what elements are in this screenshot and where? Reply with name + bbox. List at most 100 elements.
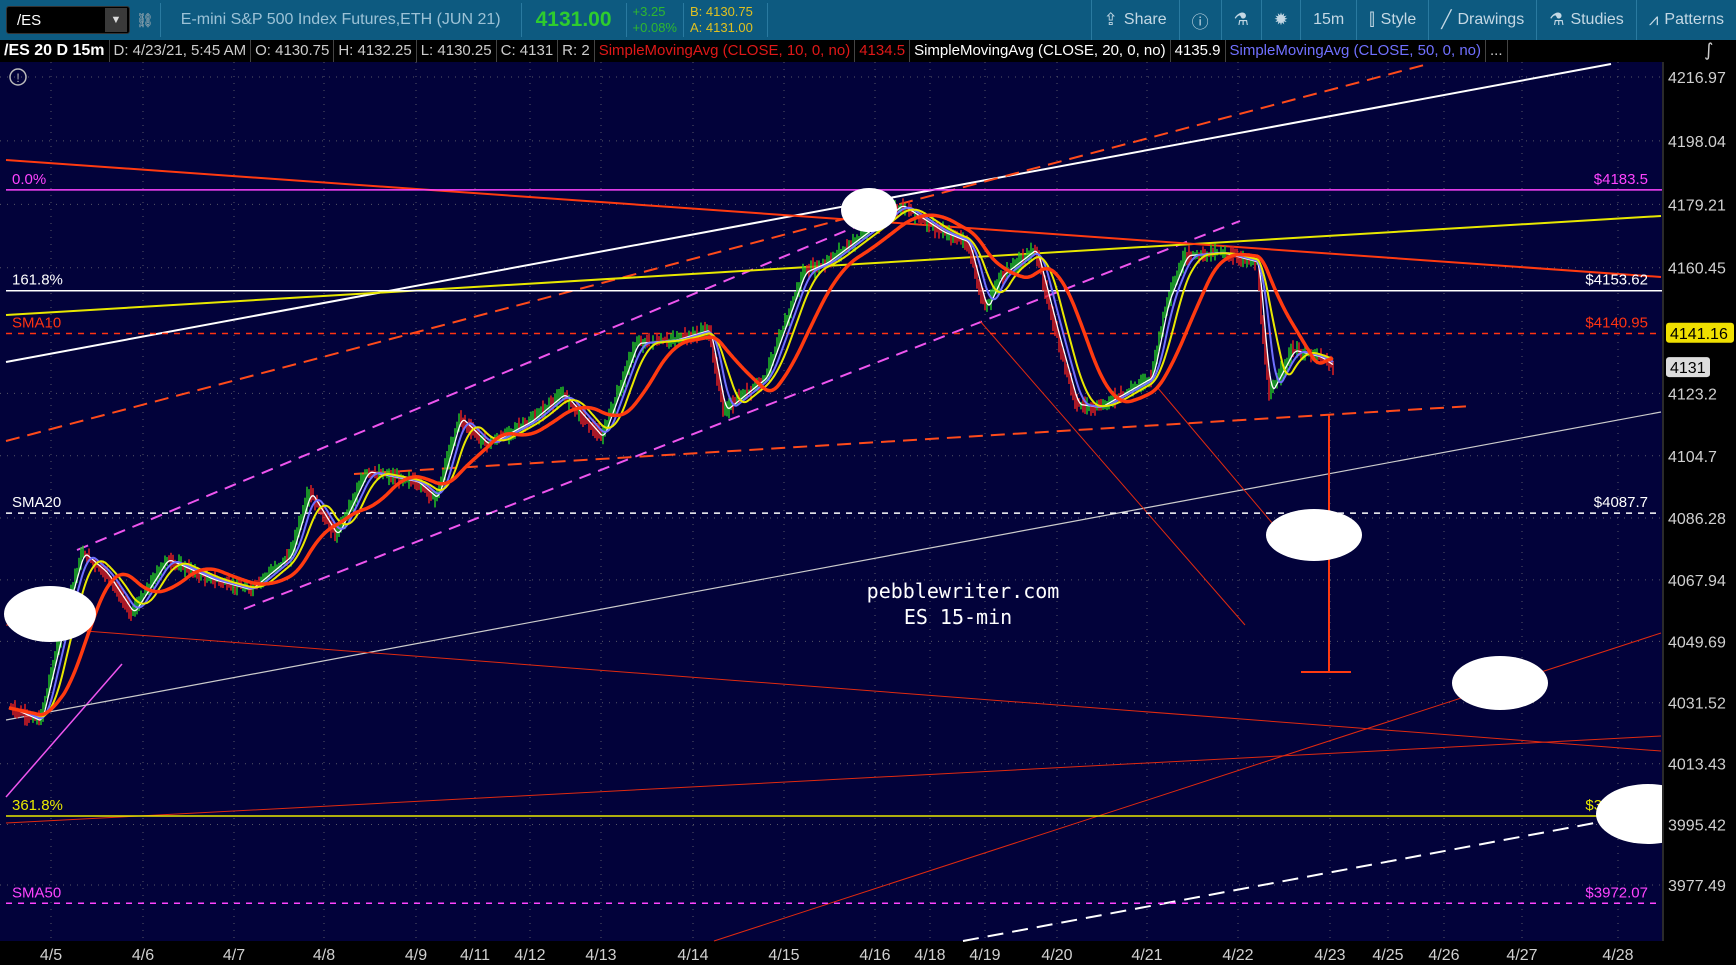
legend-date: D: 4/23/21, 5:45 AM <box>110 40 252 62</box>
sma-line-red <box>8 213 1334 717</box>
sma-value-badge <box>1666 322 1734 343</box>
level-left-label: 361.8% <box>12 797 63 814</box>
y-tick-label: 4104.7 <box>1668 449 1717 466</box>
legend-close: C: 4131 <box>497 40 559 62</box>
bid-ask-block: B: 4130.75 A: 4131.00 <box>690 4 753 36</box>
channel-upper[interactable] <box>76 204 909 551</box>
trendline-red-thin-5[interactable] <box>1156 386 1285 538</box>
x-tick-label: 4/22 <box>1222 947 1253 964</box>
legend-range: R: 2 <box>558 40 595 62</box>
ellipse-marker[interactable] <box>1452 656 1548 710</box>
y-tick-label: 4086.28 <box>1668 511 1726 528</box>
trendline-white[interactable] <box>5 63 1612 363</box>
settings-button[interactable]: ✹ <box>1260 0 1300 40</box>
last-price: 4131.00 <box>535 8 612 31</box>
net-change: +3.25 <box>632 4 666 19</box>
info-button[interactable]: ⓘ <box>1178 0 1221 40</box>
price-levels: 0.0% $4183.5 161.8% $4153.62 SMA10 $4140.95 SM… <box>6 171 1662 905</box>
legend-sma10[interactable]: SimpleMovingAvg (CLOSE, 10, 0, no) <box>595 40 856 62</box>
x-tick-label: 4/8 <box>313 947 335 964</box>
instrument-title: E-mini S&P 500 Index Futures,ETH (JUN 21… <box>180 11 501 28</box>
price-chart[interactable]: 0.0% $4183.5 161.8% $4153.62 SMA10 $4140.95 SM… <box>0 62 1736 965</box>
sma-line-yellow <box>8 208 1334 718</box>
patterns-button[interactable]: ⩘ Patterns <box>1635 0 1736 40</box>
flask-button[interactable]: ⚗ <box>1220 0 1261 40</box>
x-tick-label: 4/9 <box>405 947 427 964</box>
legend-sma10-value: 4134.5 <box>855 40 911 62</box>
level-left-label: SMA10 <box>12 314 61 331</box>
divider <box>682 3 684 37</box>
legend-sma20-value: 4135.9 <box>1171 40 1226 62</box>
plot-background <box>0 62 1662 941</box>
moving-averages <box>8 205 1334 721</box>
x-tick-label: 4/7 <box>223 947 245 964</box>
divider <box>159 3 161 37</box>
legend-more[interactable]: ... <box>1486 40 1508 62</box>
studies-button[interactable]: ⚗ Studies <box>1536 0 1636 40</box>
legend-sma50[interactable]: SimpleMovingAvg (CLOSE, 50, 0, no) <box>1226 40 1487 62</box>
flask-icon: ⚗ <box>1233 10 1249 30</box>
current-price-badge-text: 4131 <box>1670 360 1706 377</box>
trendline-red-descending[interactable] <box>5 159 1662 278</box>
ellipse-marker[interactable] <box>841 188 897 232</box>
level-left-label: SMA20 <box>12 494 61 511</box>
trendline-magenta[interactable] <box>5 663 123 798</box>
trendline-white-dashed[interactable] <box>962 818 1617 942</box>
level-right-label: $4153.62 <box>1585 272 1648 289</box>
divider <box>766 3 768 37</box>
trendline-red-thin-1[interactable] <box>5 624 1662 752</box>
y-tick-label: 4160.45 <box>1668 261 1726 278</box>
legend-symbol: /ES 20 D 15m <box>0 40 110 62</box>
trendline-orange-dashed[interactable] <box>5 63 1429 442</box>
patterns-icon: ⩘ <box>1648 10 1659 30</box>
legend-open: O: 4130.75 <box>251 40 335 62</box>
toolbar: /ES ▼ ⛓ E-mini S&P 500 Index Futures,ETH… <box>0 0 1736 40</box>
share-icon: ⇪ <box>1103 10 1118 30</box>
symbol-text: /ES <box>17 11 42 29</box>
chart-settings-icon[interactable]: ∫ <box>1704 40 1714 61</box>
drawings <box>5 63 1662 942</box>
divider <box>520 3 522 37</box>
alert-icon[interactable] <box>9 68 27 86</box>
y-tick-label: 4123.2 <box>1668 386 1717 403</box>
x-tick-label: 4/16 <box>859 947 890 964</box>
trendline-red-thin-4[interactable] <box>979 320 1246 626</box>
price-axis[interactable]: 4216.97 4198.04 4179.21 4160.45 4123.2 4104.7… <box>1666 70 1734 895</box>
gear-icon: ✹ <box>1273 10 1289 30</box>
x-tick-label: 4/12 <box>514 947 545 964</box>
candlestick-icon: ⫿ <box>1369 10 1375 30</box>
drawings-button[interactable]: ╱ Drawings <box>1428 0 1536 40</box>
share-button[interactable]: ⇪ Share <box>1090 0 1179 40</box>
x-tick-label: 4/26 <box>1428 947 1459 964</box>
info-icon: ⓘ <box>1191 12 1209 33</box>
alert-icon-mark: ! <box>16 71 19 85</box>
level-left-label: SMA50 <box>12 884 61 901</box>
drawings-label: Drawings <box>1457 11 1525 28</box>
x-tick-label: 4/25 <box>1372 947 1403 964</box>
watermark-line2: ES 15-min <box>904 605 1012 629</box>
chevron-down-icon[interactable]: ▼ <box>105 8 127 32</box>
channel-lower[interactable] <box>243 220 1241 610</box>
symbol-selector[interactable]: /ES ▼ <box>6 6 130 34</box>
link-icon[interactable]: ⛓ <box>136 11 154 28</box>
ellipse-marker[interactable] <box>4 586 96 642</box>
x-tick-label: 4/11 <box>460 947 490 964</box>
legend-low: L: 4130.25 <box>417 40 497 62</box>
timeframe-button[interactable]: 15m <box>1300 0 1356 40</box>
y-tick-label: 4031.52 <box>1668 696 1726 713</box>
time-axis[interactable]: 4/5 4/6 4/7 4/8 4/9 4/11 4/12 4/13 4/14 4/15 4/16 4… <box>40 947 1634 964</box>
y-tick-label: 4216.97 <box>1668 70 1726 87</box>
style-button[interactable]: ⫿ Style <box>1356 0 1428 40</box>
patterns-label: Patterns <box>1664 11 1724 28</box>
ellipse-marker[interactable] <box>1266 509 1362 561</box>
trendline-orange-support[interactable] <box>353 405 1473 475</box>
x-tick-label: 4/5 <box>40 947 62 964</box>
trendline-gray[interactable] <box>5 411 1662 721</box>
change-block: +3.25 +0.08% <box>633 4 677 36</box>
watermark-line1: pebblewriter.com <box>867 579 1060 603</box>
trendline-yellow[interactable] <box>5 215 1662 316</box>
ellipse-marker[interactable] <box>1596 784 1700 844</box>
divider <box>625 3 627 37</box>
trendline-red-thin-2[interactable] <box>5 735 1662 824</box>
legend-sma20[interactable]: SimpleMovingAvg (CLOSE, 20, 0, no) <box>910 40 1171 62</box>
